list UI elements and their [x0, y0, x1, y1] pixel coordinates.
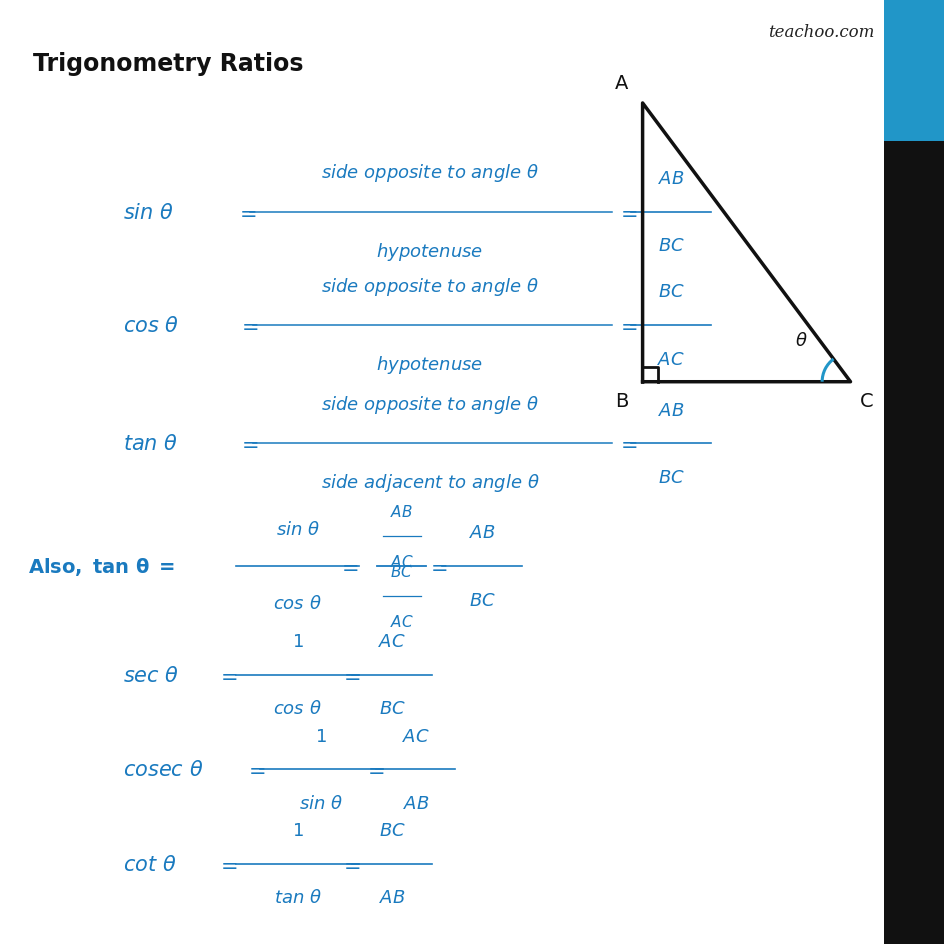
Text: $\mathit{1}$: $\mathit{1}$: [292, 821, 303, 839]
Text: $=$: $=$: [216, 853, 237, 874]
Text: $\mathit{sec}\ \theta$: $\mathit{sec}\ \theta$: [123, 665, 179, 685]
Text: $\mathit{AB}$: $\mathit{AB}$: [468, 524, 495, 542]
Text: $\mathit{sin}\ \theta$: $\mathit{sin}\ \theta$: [123, 202, 174, 223]
Text: $=$: $=$: [339, 665, 360, 685]
Text: $\mathit{cos}\ \theta$: $\mathit{cos}\ \theta$: [123, 315, 179, 336]
Text: $\mathbf{Also,\ tan\ \theta\ =}$: $\mathbf{Also,\ tan\ \theta\ =}$: [28, 555, 175, 578]
Text: B: B: [615, 392, 628, 411]
Text: $\mathit{hypotenuse}$: $\mathit{hypotenuse}$: [376, 354, 483, 376]
Text: $\mathit{cosec}\ \theta$: $\mathit{cosec}\ \theta$: [123, 759, 203, 780]
Text: $\mathit{AC}$: $\mathit{AC}$: [389, 614, 413, 630]
Text: $\mathit{hypotenuse}$: $\mathit{hypotenuse}$: [376, 241, 483, 262]
Text: $\mathit{sin}\ \theta$: $\mathit{sin}\ \theta$: [276, 520, 319, 538]
Text: $=$: $=$: [426, 556, 447, 577]
Text: $=$: $=$: [237, 315, 258, 336]
Text: $\mathit{BC}$: $\mathit{BC}$: [379, 700, 405, 717]
Text: $\mathit{BC}$: $\mathit{BC}$: [468, 591, 495, 609]
Bar: [883, 0, 944, 142]
Text: $\mathit{tan}\ \theta$: $\mathit{tan}\ \theta$: [274, 888, 321, 906]
Text: $\mathit{cos}\ \theta$: $\mathit{cos}\ \theta$: [273, 700, 322, 717]
Text: $\mathit{side\ adjacent\ to\ angle\ \theta}$: $\mathit{side\ adjacent\ to\ angle\ \the…: [320, 472, 539, 494]
Text: $=$: $=$: [615, 433, 636, 454]
Text: $\mathit{side\ opposite\ to\ angle\ \theta}$: $\mathit{side\ opposite\ to\ angle\ \the…: [320, 276, 539, 297]
Text: $\mathit{tan}\ \theta$: $\mathit{tan}\ \theta$: [123, 433, 178, 454]
Text: $\mathit{AB}$: $\mathit{AB}$: [657, 170, 683, 188]
Text: $\theta$: $\theta$: [794, 331, 807, 349]
Text: $=$: $=$: [237, 433, 258, 454]
Bar: [883, 142, 944, 944]
Text: $\mathit{BC}$: $\mathit{BC}$: [657, 283, 683, 301]
Text: $\mathit{AB}$: $\mathit{AB}$: [657, 401, 683, 419]
Text: teachoo.com: teachoo.com: [767, 24, 873, 41]
Text: $\mathit{side\ opposite\ to\ angle\ \theta}$: $\mathit{side\ opposite\ to\ angle\ \the…: [320, 394, 539, 415]
Text: $\mathit{side\ opposite\ to\ angle\ \theta}$: $\mathit{side\ opposite\ to\ angle\ \the…: [320, 162, 539, 184]
Text: $=$: $=$: [337, 556, 358, 577]
Text: $=$: $=$: [615, 202, 636, 223]
Text: A: A: [615, 74, 628, 93]
Text: $\mathit{sin}\ \theta$: $\mathit{sin}\ \theta$: [299, 794, 343, 812]
Text: C: C: [859, 392, 872, 411]
Text: $\mathit{AB}$: $\mathit{AB}$: [402, 794, 429, 812]
Text: $=$: $=$: [362, 759, 383, 780]
Text: $=$: $=$: [615, 315, 636, 336]
Text: $\mathit{AC}$: $\mathit{AC}$: [401, 727, 430, 745]
Text: $\mathit{1}$: $\mathit{1}$: [292, 632, 303, 650]
Text: $\mathit{AB}$: $\mathit{AB}$: [390, 503, 413, 519]
Text: $\mathit{AC}$: $\mathit{AC}$: [378, 632, 406, 650]
Text: $\mathit{cos}\ \theta$: $\mathit{cos}\ \theta$: [273, 595, 322, 613]
Text: Trigonometry Ratios: Trigonometry Ratios: [33, 52, 303, 76]
Text: $\mathit{AC}$: $\mathit{AC}$: [389, 553, 413, 569]
Text: $\mathit{BC}$: $\mathit{BC}$: [390, 564, 413, 580]
Text: $\mathit{BC}$: $\mathit{BC}$: [657, 468, 683, 486]
Text: $=$: $=$: [235, 202, 256, 223]
Text: $=$: $=$: [339, 853, 360, 874]
Text: $\mathit{AC}$: $\mathit{AC}$: [656, 350, 684, 368]
Text: $=$: $=$: [216, 665, 237, 685]
Text: $=$: $=$: [244, 759, 265, 780]
Text: $\mathit{cot}\ \theta$: $\mathit{cot}\ \theta$: [123, 853, 177, 874]
Text: $\mathit{BC}$: $\mathit{BC}$: [379, 821, 405, 839]
Text: $\mathit{BC}$: $\mathit{BC}$: [657, 237, 683, 255]
Text: $\mathit{AB}$: $\mathit{AB}$: [379, 888, 405, 906]
Text: $\mathit{1}$: $\mathit{1}$: [315, 727, 327, 745]
